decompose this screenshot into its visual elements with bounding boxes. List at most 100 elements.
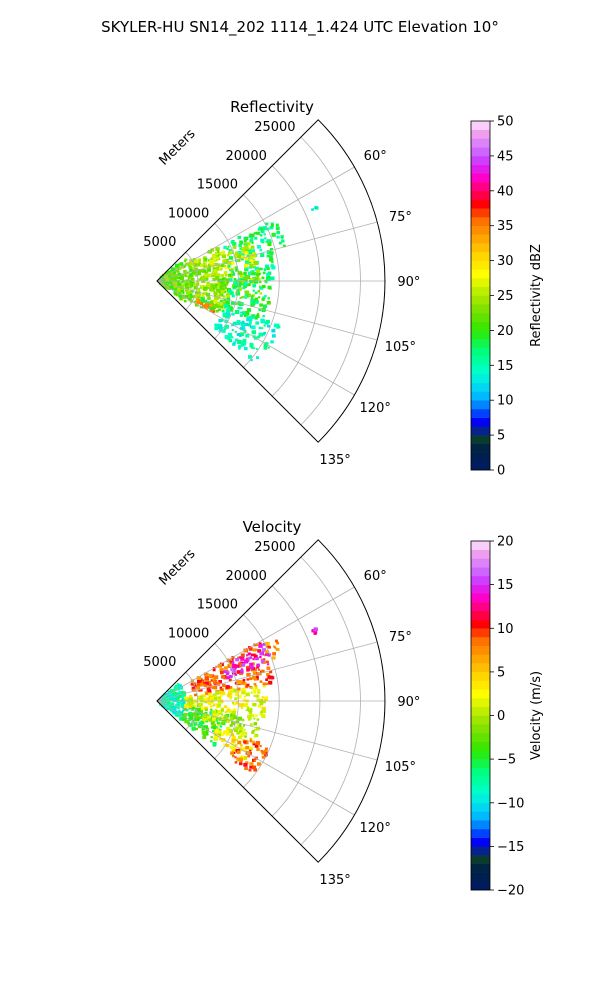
data-cell (190, 277, 195, 282)
data-cell (241, 255, 245, 259)
data-cell (242, 747, 247, 752)
data-cell (171, 277, 176, 282)
radial-tick-label: 25000 (254, 120, 295, 135)
data-cell (212, 704, 215, 707)
data-cell (230, 272, 233, 275)
data-cell (235, 252, 239, 256)
data-cell (252, 270, 255, 273)
data-cell (223, 670, 227, 674)
data-cell (171, 706, 177, 711)
data-cell (233, 715, 238, 720)
data-cell (231, 661, 235, 664)
colorbar-band (471, 698, 490, 708)
data-cell (225, 744, 230, 748)
data-cell (260, 227, 264, 231)
data-cell (194, 717, 198, 721)
data-cell (201, 275, 206, 280)
data-cell (190, 274, 194, 278)
data-cell (200, 709, 203, 712)
data-cell (206, 273, 211, 278)
data-cell (233, 728, 238, 732)
data-cell (251, 653, 254, 657)
data-cell (255, 648, 258, 651)
data-cell (225, 308, 231, 313)
data-cell (228, 256, 233, 260)
data-cell (252, 675, 257, 680)
data-cell (239, 656, 242, 659)
data-cell (276, 228, 279, 231)
data-cell (198, 702, 203, 707)
colorbar-band (471, 374, 490, 384)
data-cell (248, 323, 252, 327)
data-cell (221, 264, 225, 268)
data-cell (247, 262, 250, 265)
data-cell (202, 714, 207, 718)
data-cell (245, 323, 249, 327)
data-cell (221, 691, 226, 696)
data-cell (189, 285, 192, 287)
data-cell (231, 742, 234, 745)
data-cell (180, 280, 184, 284)
data-cell (258, 642, 262, 645)
data-cell (240, 278, 243, 281)
data-cell (194, 704, 197, 708)
colorbar-band (471, 199, 490, 209)
data-cell (243, 239, 247, 243)
data-cell (313, 627, 318, 632)
data-cell (207, 263, 212, 267)
data-cell (270, 248, 274, 251)
data-cell (264, 342, 269, 346)
data-cell (174, 713, 178, 716)
data-cell (234, 266, 238, 270)
data-cell (262, 284, 266, 289)
data-cell (255, 741, 261, 745)
data-cell (259, 234, 263, 237)
data-cell (235, 268, 239, 272)
data-cell (214, 681, 218, 684)
radial-tick-label: 25000 (254, 540, 295, 555)
data-cell (177, 691, 181, 694)
data-cell (230, 268, 234, 271)
data-cell (254, 686, 258, 690)
colorbar-band (471, 269, 490, 279)
data-cell (246, 295, 249, 298)
data-cell (197, 291, 201, 296)
data-cell (244, 756, 247, 759)
data-cell (261, 709, 267, 713)
colorbar-band (471, 767, 490, 777)
data-cell (186, 703, 189, 706)
data-cell (187, 698, 192, 703)
data-cell (204, 263, 207, 265)
data-cell (177, 703, 181, 706)
data-cell (278, 241, 282, 245)
data-cell (188, 295, 191, 298)
data-cell (270, 340, 274, 344)
data-cell (245, 334, 250, 338)
data-cell (227, 273, 232, 277)
data-cell (177, 270, 180, 274)
data-cell (271, 224, 274, 227)
colorbar-band (471, 654, 490, 664)
colorbar-band (471, 190, 490, 200)
data-cell (266, 673, 270, 677)
data-cell (237, 339, 242, 344)
colorbar-tick-label: 0 (497, 464, 505, 479)
data-cell (177, 707, 180, 710)
data-cell (239, 726, 244, 731)
colorbar-band (471, 443, 490, 453)
data-cell (240, 669, 244, 673)
data-cell (237, 278, 241, 281)
data-cell (223, 304, 228, 309)
data-cell (229, 658, 233, 661)
data-cell (209, 696, 214, 701)
data-cell (173, 688, 177, 691)
data-cell (196, 676, 201, 680)
data-cell (264, 752, 268, 756)
data-cell (240, 321, 244, 325)
data-cell (248, 243, 251, 247)
data-cell (254, 733, 259, 738)
data-cell (274, 646, 277, 649)
data-cell (248, 657, 251, 660)
data-cell (220, 721, 224, 725)
data-cell (251, 330, 257, 335)
